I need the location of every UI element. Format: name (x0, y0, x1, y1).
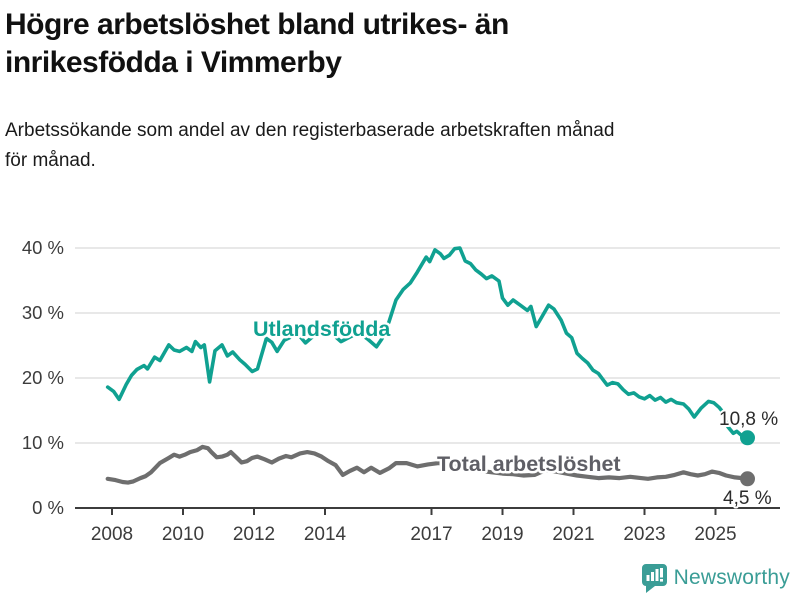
chart-subtitle-line-1: Arbetssökande som andel av den registerb… (5, 120, 615, 141)
page-title: Högre arbetslöshet bland utrikes- än inri… (5, 6, 785, 82)
y-tick-label: 30 % (22, 302, 64, 323)
chart-subtitle: Arbetssökande som andel av den registerb… (5, 116, 785, 176)
series-line-utlandsfodda (105, 246, 750, 440)
chart-subtitle-line-2: för månad. (5, 150, 96, 171)
x-tick-label: 2025 (694, 524, 736, 545)
logo-bar-chart-glyph (646, 568, 663, 582)
y-tick-label: 10 % (22, 432, 64, 453)
series-end-dot-utlandsfodda (740, 430, 755, 446)
y-tick-label: 20 % (22, 367, 64, 388)
x-tick-label: 2017 (410, 524, 452, 545)
chart-header: Högre arbetslöshet bland utrikes- än inri… (5, 6, 785, 82)
newsworthy-logo-icon (641, 564, 667, 593)
x-tick-label: 2014 (304, 524, 347, 545)
series-label-utlandsfodda: Utlandsfödda (253, 317, 391, 341)
page-title-line-2: inrikesfödda i Vimmerby (5, 46, 342, 79)
x-tick-label: 2010 (162, 524, 204, 545)
series-end-dot-total (740, 471, 755, 487)
series-label-total: Total arbetslöshet (437, 452, 621, 476)
y-tick-label: 0 % (32, 497, 64, 518)
newsworthy-brand-text: Newsworthy (673, 566, 790, 589)
end-value-label-utlandsfodda: 10,8 % (719, 409, 778, 430)
x-tick-label: 2012 (233, 524, 275, 545)
x-tick-label: 2021 (552, 524, 594, 545)
newsworthy-logo: Newsworthy (641, 563, 790, 593)
speech-bubble-shape (641, 564, 667, 593)
x-tick-label: 2019 (481, 524, 523, 545)
x-tick-label: 2008 (91, 524, 133, 545)
series-line-total (105, 444, 750, 485)
y-tick-label: 40 % (22, 237, 64, 258)
end-value-label-total: 4,5 % (723, 488, 772, 509)
page-title-line-1: Högre arbetslöshet bland utrikes- än (5, 8, 509, 41)
x-tick-label: 2023 (623, 524, 665, 545)
